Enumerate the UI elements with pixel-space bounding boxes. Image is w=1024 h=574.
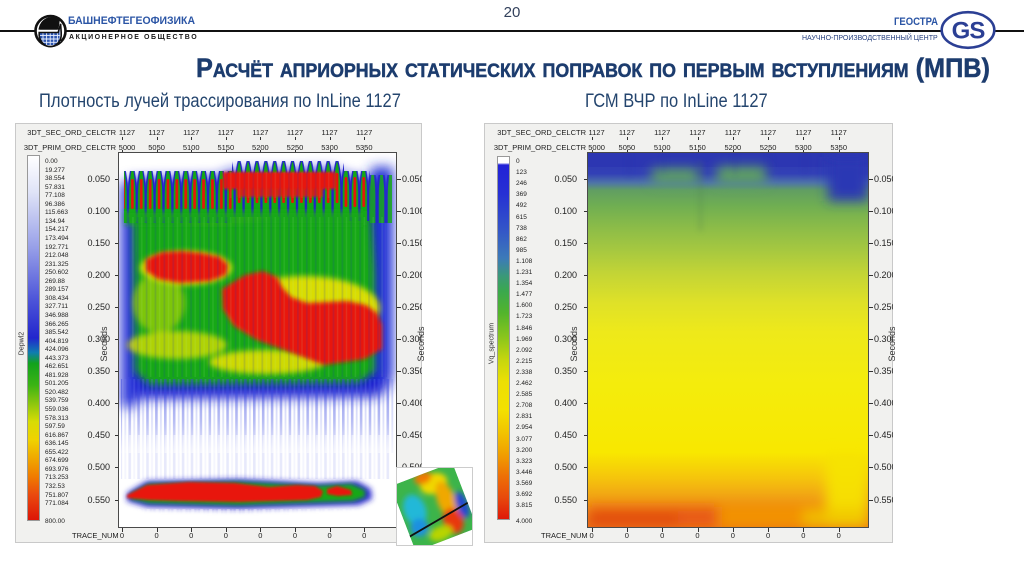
svg-text:GS: GS [952,18,986,45]
